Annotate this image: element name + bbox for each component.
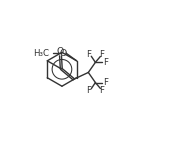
Text: O: O bbox=[57, 47, 64, 56]
Text: O: O bbox=[60, 49, 67, 58]
Text: F: F bbox=[99, 50, 104, 59]
Text: F: F bbox=[103, 78, 108, 87]
Text: F: F bbox=[86, 86, 92, 95]
Text: H₃C: H₃C bbox=[34, 49, 49, 58]
Text: F: F bbox=[99, 86, 104, 95]
Text: F: F bbox=[86, 50, 92, 59]
Text: F: F bbox=[103, 58, 108, 67]
